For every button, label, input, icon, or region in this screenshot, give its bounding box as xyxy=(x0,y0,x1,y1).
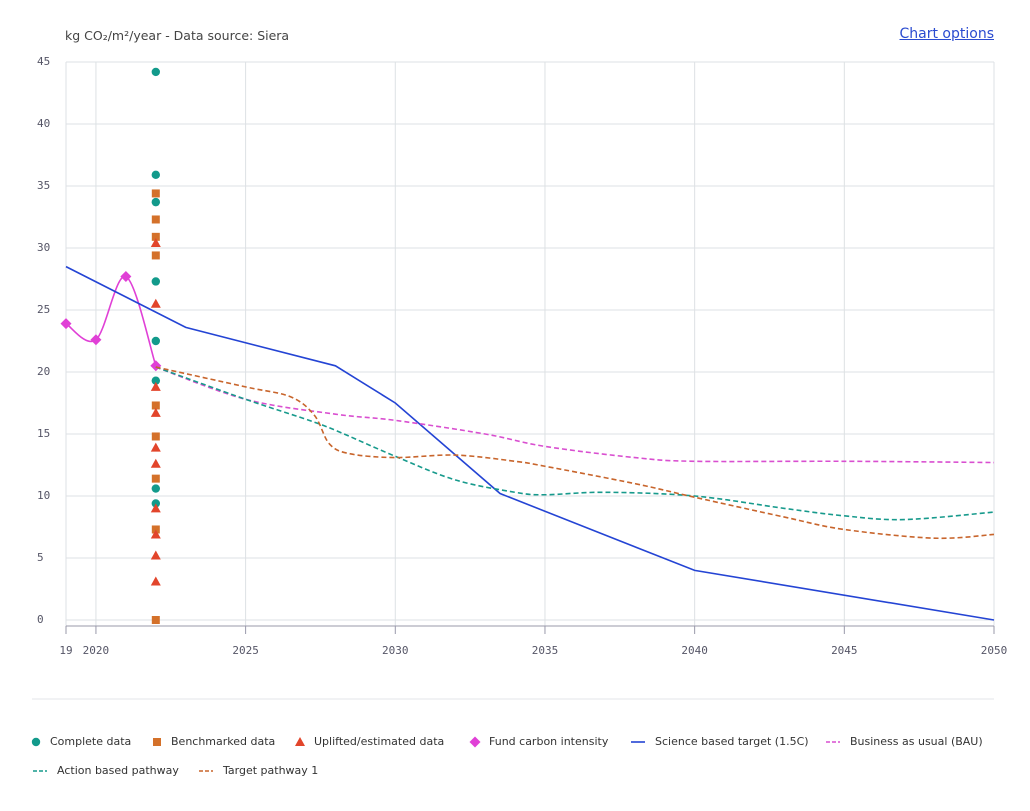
legend-label: Target pathway 1 xyxy=(222,764,318,777)
legend-label: Business as usual (BAU) xyxy=(850,735,983,748)
point xyxy=(150,442,161,452)
y-tick-label: 45 xyxy=(37,55,50,68)
x-tick-label: 19 xyxy=(59,644,72,657)
legend-label: Complete data xyxy=(50,735,131,748)
point xyxy=(151,474,160,483)
point xyxy=(150,458,161,468)
point xyxy=(120,271,132,283)
x-tick-label: 2025 xyxy=(232,644,259,657)
point xyxy=(151,336,161,346)
legend-label: Benchmarked data xyxy=(171,735,275,748)
y-tick-label: 15 xyxy=(37,427,50,440)
point xyxy=(151,616,160,624)
y-tick-label: 20 xyxy=(37,365,50,378)
point xyxy=(150,407,161,417)
point xyxy=(150,381,161,391)
y-tick-label: 40 xyxy=(37,117,50,130)
chart-options-link[interactable]: Chart options xyxy=(899,26,995,42)
series-line xyxy=(65,275,157,367)
point xyxy=(150,360,162,372)
point xyxy=(151,232,160,241)
legend-symbol xyxy=(153,738,161,746)
point xyxy=(151,277,161,286)
point xyxy=(151,67,161,77)
point xyxy=(150,529,161,539)
point xyxy=(150,503,161,513)
x-tick-label: 2050 xyxy=(981,644,1008,657)
y-tick-label: 10 xyxy=(37,489,50,502)
x-tick-label: 2030 xyxy=(382,644,409,657)
point xyxy=(150,238,161,248)
series-line xyxy=(155,366,995,464)
y-tick-label: 30 xyxy=(37,241,50,254)
point xyxy=(151,432,160,441)
legend-symbol xyxy=(295,737,305,746)
point xyxy=(150,550,161,560)
x-tick-label: 2045 xyxy=(831,644,858,657)
point xyxy=(151,484,161,493)
y-tick-label: 0 xyxy=(37,613,44,626)
point xyxy=(60,318,72,330)
point xyxy=(151,215,160,224)
point xyxy=(151,189,160,198)
point xyxy=(151,170,161,180)
point xyxy=(150,298,161,308)
point xyxy=(151,251,160,260)
point xyxy=(90,334,102,346)
unit-label: kg CO₂/m²/year - Data source: Siera xyxy=(65,28,290,43)
point xyxy=(151,197,161,207)
legend-symbol xyxy=(31,737,41,747)
point xyxy=(151,376,161,385)
y-tick-label: 25 xyxy=(37,303,50,316)
legend-symbol xyxy=(469,736,481,748)
x-tick-label: 2020 xyxy=(83,644,110,657)
y-tick-label: 35 xyxy=(37,179,50,192)
series-line xyxy=(155,366,995,521)
point xyxy=(151,401,160,410)
legend-label: Science based target (1.5C) xyxy=(655,735,809,748)
x-tick-label: 2035 xyxy=(532,644,559,657)
series-line xyxy=(155,366,995,540)
series-line xyxy=(65,265,995,621)
point xyxy=(150,576,161,586)
legend-label: Uplifted/estimated data xyxy=(314,735,444,748)
x-tick-label: 2040 xyxy=(681,644,708,657)
legend-label: Fund carbon intensity xyxy=(489,735,609,748)
legend-label: Action based pathway xyxy=(57,764,179,777)
y-tick-label: 5 xyxy=(37,551,44,564)
